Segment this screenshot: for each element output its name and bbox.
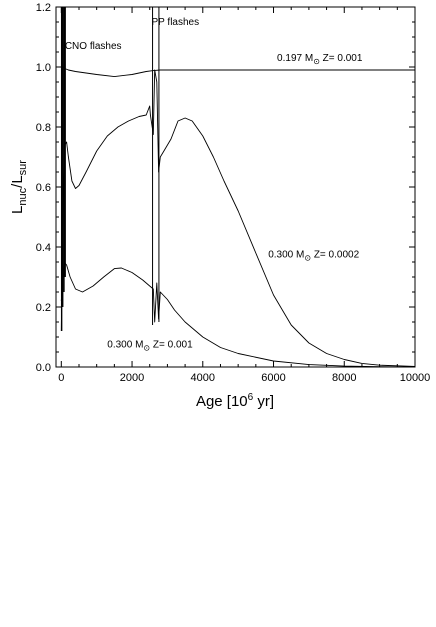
y-tick-label: 1.2 (36, 2, 51, 14)
y-tick-label: 0.6 (36, 182, 51, 194)
annotation-cno: CNO flashes (65, 41, 122, 52)
y-tick-label: 0.0 (36, 362, 51, 374)
x-tick-label: 8000 (332, 372, 356, 384)
annotation-pp: PP flashes (151, 17, 199, 28)
y-axis-title: Lnuc/Lsur (9, 160, 29, 214)
y-tick-label: 0.8 (36, 122, 51, 134)
y-tick-label: 0.4 (36, 242, 51, 254)
x-axis-title: Age [106 yr] (196, 392, 274, 410)
series-line-m300-z0002 (60, 69, 416, 367)
x-tick-label: 0 (58, 372, 64, 384)
annotation-s197: 0.197 M⊙ Z= 0.001 (277, 53, 363, 66)
y-tick-label: 0.2 (36, 302, 51, 314)
series-line-m197-z001 (61, 66, 415, 78)
series-layer (60, 66, 416, 368)
x-tick-label: 2000 (120, 372, 144, 384)
x-tick-label: 10000 (400, 372, 431, 384)
tick-labels: 0 2000 4000 6000 8000 10000 0.0 0.2 0.4 0.6 0.8 1.0… (36, 2, 431, 384)
annotation-s300a: 0.300 M⊙ Z= 0.0002 (268, 250, 359, 263)
annotations: CNO flashes PP flashes 0.197 M⊙ Z= 0.001 0.… (65, 17, 363, 353)
axis-ticks (56, 6, 416, 368)
y-tick-label: 1.0 (36, 62, 51, 74)
x-tick-label: 6000 (261, 372, 285, 384)
series-line-m300-z001 (60, 261, 416, 368)
annotation-s300b: 0.300 M⊙ Z= 0.001 (107, 340, 193, 353)
flash-spikes (60, 7, 160, 331)
x-tick-label: 4000 (191, 372, 215, 384)
